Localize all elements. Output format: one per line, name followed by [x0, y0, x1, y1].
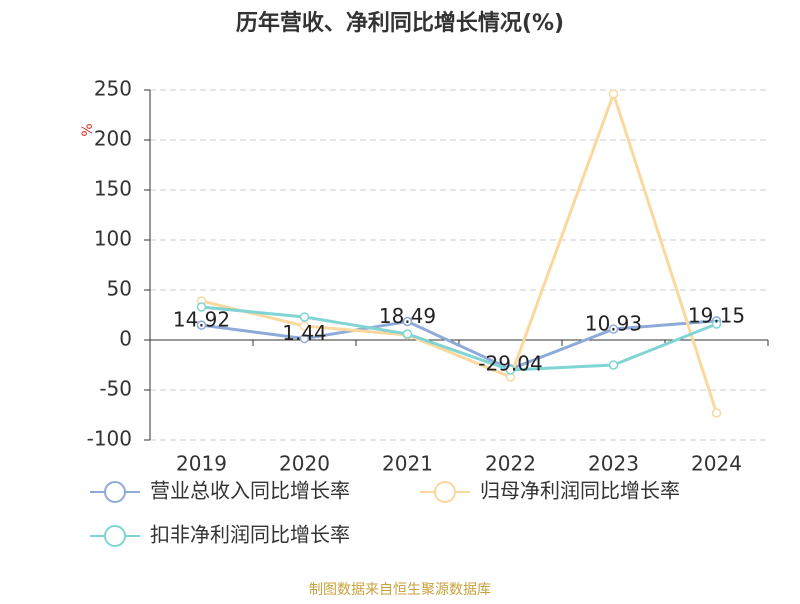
y-tick-label: 100	[94, 227, 132, 251]
legend-item[interactable]: 扣非净利润同比增长率	[90, 523, 350, 547]
series-line	[201, 305, 718, 372]
data-point	[299, 321, 310, 331]
y-tick-label: -50	[99, 377, 132, 401]
legend-item[interactable]: 归母净利润同比增长率	[420, 479, 680, 503]
y-tick-label: 250	[94, 77, 132, 101]
x-tick-label: 2019	[176, 452, 227, 476]
legend-marker	[104, 481, 126, 503]
data-point	[196, 320, 207, 330]
data-label: 18.49	[379, 304, 436, 328]
data-point	[402, 329, 413, 339]
data-point	[711, 319, 722, 329]
data-label: 14.92	[173, 308, 230, 332]
series-line	[201, 319, 717, 371]
data-label: 19.15	[688, 303, 745, 327]
y-tick-label: 200	[94, 127, 132, 151]
legend-marker	[104, 525, 126, 547]
data-point	[299, 333, 310, 344]
data-point	[608, 360, 619, 370]
data-point	[505, 365, 516, 375]
legend-label: 扣非净利润同比增长率	[150, 523, 350, 547]
legend-label: 营业总收入同比增长率	[150, 479, 350, 503]
x-tick-label: 2021	[382, 452, 433, 476]
legend-label: 归母净利润同比增长率	[480, 479, 680, 503]
x-tick-label: 2022	[485, 452, 536, 476]
x-tick-label: 2023	[588, 452, 639, 476]
y-tick-label: -100	[87, 427, 132, 451]
source-note: 制图数据来自恒生聚源数据库	[309, 582, 491, 598]
y-tick-label: 50	[107, 277, 132, 301]
x-tick-label: 2024	[691, 452, 742, 476]
series-line	[201, 89, 718, 414]
data-label: 1.44	[282, 321, 327, 345]
data-point	[402, 316, 413, 327]
chart-title: 历年营收、净利同比增长情况(%)	[236, 10, 564, 36]
y-tick-label: 0	[119, 327, 132, 351]
data-point	[299, 312, 310, 322]
data-point	[711, 408, 722, 418]
y-tick-label: 150	[94, 177, 132, 201]
x-tick-label: 2020	[279, 452, 330, 476]
data-point	[196, 302, 207, 312]
legend-item[interactable]: 营业总收入同比增长率	[90, 479, 350, 503]
legend-marker	[434, 481, 456, 503]
data-label: -29.04	[478, 352, 542, 376]
data-point	[608, 324, 619, 334]
data-point	[608, 89, 619, 99]
y-axis-label: %	[80, 123, 96, 136]
data-label: 10.93	[585, 312, 642, 336]
